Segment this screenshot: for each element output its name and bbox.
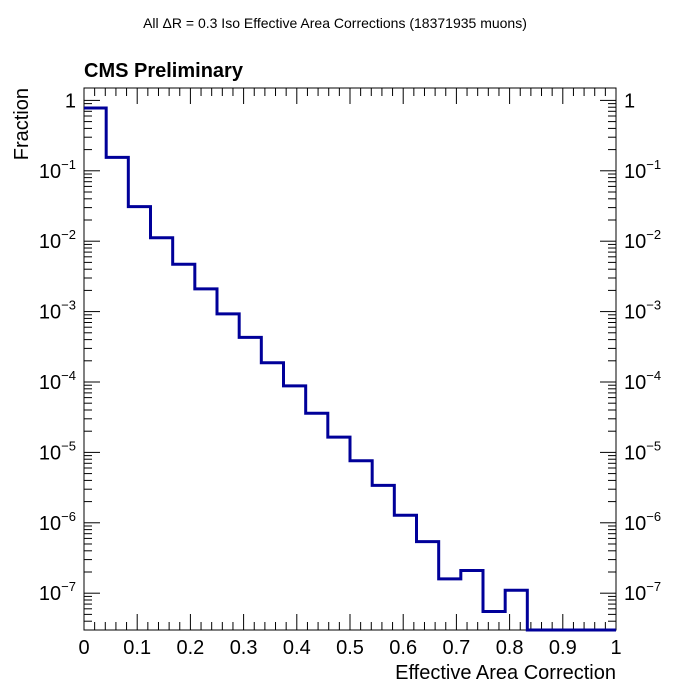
x-tick-label: 0.7 [442, 637, 470, 659]
x-tick-label: 1 [610, 637, 621, 659]
y-tick-label: 1 [65, 90, 76, 112]
x-axis-label: Effective Area Correction [395, 662, 616, 684]
axis-ticks [83, 88, 617, 631]
y-tick-label-right: 10−4 [624, 368, 661, 394]
x-tick-label: 0.2 [176, 637, 204, 659]
y-tick-label-right: 10−6 [624, 509, 661, 535]
y-tick-label-right: 10−7 [624, 579, 661, 605]
y-tick-label: 10−5 [39, 438, 76, 464]
x-tick-labels: 0 0.1 0.2 0.3 0.4 0.5 0.6 0.7 0.8 0.9 1 [78, 637, 621, 659]
y-tick-label-right: 10−3 [624, 298, 661, 324]
x-tick-label: 0.5 [336, 637, 364, 659]
x-tick-label: 0.8 [496, 637, 524, 659]
y-tick-label: 10−1 [39, 157, 76, 183]
y-tick-label-right: 10−5 [624, 438, 661, 464]
y-tick-label: 10−6 [39, 509, 76, 535]
chart-title: All ΔR = 0.3 Iso Effective Area Correcti… [143, 15, 527, 31]
x-tick-label: 0.4 [283, 637, 311, 659]
y-tick-label-right: 1 [624, 90, 635, 112]
y-tick-label-right: 10−2 [624, 227, 661, 253]
y-tick-label-right: 10−1 [624, 157, 661, 183]
x-tick-label: 0.3 [230, 637, 258, 659]
histogram-series [84, 106, 616, 632]
y-tick-label: 10−3 [39, 298, 76, 324]
x-tick-label: 0.1 [123, 637, 151, 659]
x-tick-label: 0 [78, 637, 89, 659]
y-tick-label: 10−4 [39, 368, 76, 394]
cms-preliminary-tag: CMS Preliminary [84, 60, 244, 82]
y-axis-label: Fraction [11, 88, 33, 160]
y-tick-labels: 1 1 10−1 10−1 10−2 10−2 10−3 10−3 10−4 10−4 10−5 10… [39, 90, 661, 605]
plot-frame [83, 87, 617, 631]
y-tick-label: 10−7 [39, 579, 76, 605]
y-tick-label: 10−2 [39, 227, 76, 253]
x-tick-label: 0.9 [549, 637, 577, 659]
x-tick-label: 0.6 [389, 637, 417, 659]
